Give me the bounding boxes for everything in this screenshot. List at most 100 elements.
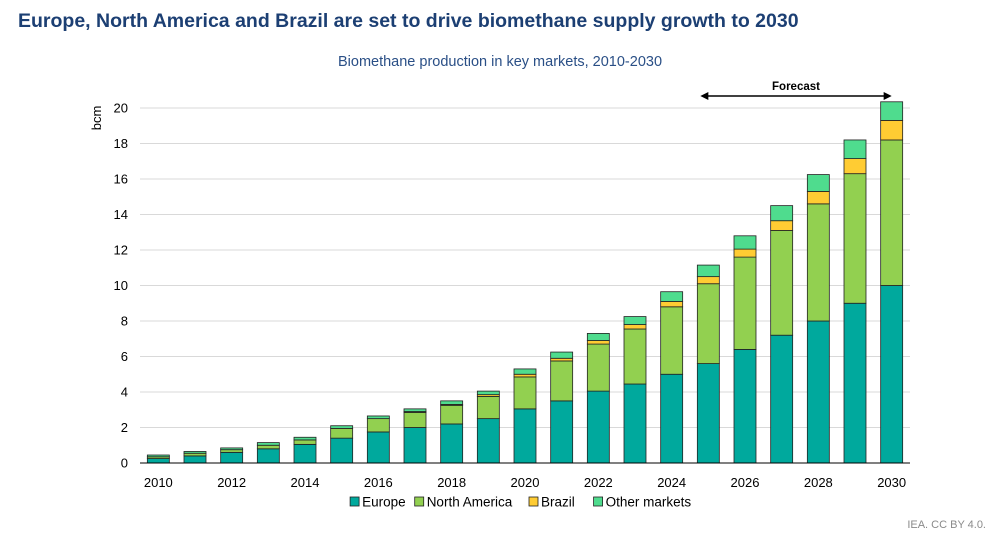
bar-europe-2024 xyxy=(660,373,684,464)
y-tick-label: 8 xyxy=(121,314,128,329)
bar-other-markets-2020 xyxy=(513,368,537,375)
legend-label-brazil: Brazil xyxy=(541,495,575,510)
legend: Europe North America Brazil Other markets xyxy=(349,495,692,510)
legend-swatch-brazil xyxy=(528,496,539,507)
bar-north-america-2018 xyxy=(440,404,464,425)
bar-other-markets-2026 xyxy=(733,235,757,250)
bar-other-markets-2024 xyxy=(660,291,684,302)
bar-other-markets-2010 xyxy=(146,454,170,458)
bar-north-america-2022 xyxy=(586,343,610,392)
bar-europe-2016 xyxy=(366,431,390,464)
y-tick-label: 16 xyxy=(114,172,128,187)
bar-north-america-2027 xyxy=(770,230,794,336)
bar-north-america-2020 xyxy=(513,376,537,410)
bar-north-america-2013 xyxy=(256,444,280,450)
bar-other-markets-2018 xyxy=(440,400,464,405)
bar-europe-2023 xyxy=(623,383,647,464)
bar-europe-2017 xyxy=(403,427,427,464)
bar-europe-2021 xyxy=(550,400,574,464)
source-credit: IEA. CC BY 4.0. xyxy=(907,519,986,531)
bar-europe-2027 xyxy=(770,334,794,464)
bar-brazil-2026 xyxy=(733,248,757,258)
bar-other-markets-2015 xyxy=(330,425,354,429)
bar-europe-2018 xyxy=(440,423,464,464)
bar-north-america-2029 xyxy=(843,173,867,304)
bar-other-markets-2021 xyxy=(550,351,574,359)
bar-brazil-2022 xyxy=(586,340,610,345)
bar-north-america-2014 xyxy=(293,439,317,445)
y-tick-label: 4 xyxy=(121,385,128,400)
x-tick-label: 2014 xyxy=(291,475,320,490)
bars xyxy=(146,101,904,464)
bar-other-markets-2030 xyxy=(880,101,904,121)
bar-north-america-2025 xyxy=(696,283,720,365)
x-tick-label: 2024 xyxy=(657,475,686,490)
bar-brazil-2030 xyxy=(880,120,904,141)
x-tick-label: 2028 xyxy=(804,475,833,490)
y-tick-label: 6 xyxy=(121,349,128,364)
x-tick-label: 2020 xyxy=(511,475,540,490)
bar-other-markets-2017 xyxy=(403,408,427,412)
legend-swatch-other-markets xyxy=(593,496,603,507)
bar-europe-2030 xyxy=(880,285,904,464)
bar-europe-2019 xyxy=(476,418,500,464)
y-tick-label: 10 xyxy=(114,278,128,293)
forecast-arrow-right xyxy=(883,92,892,100)
x-tick-label: 2012 xyxy=(217,475,246,490)
legend-swatch-europe xyxy=(349,496,360,507)
bar-europe-2012 xyxy=(220,451,244,464)
bar-other-markets-2019 xyxy=(476,390,500,396)
y-tick-label: 20 xyxy=(114,101,128,116)
x-tick-label: 2022 xyxy=(584,475,613,490)
forecast-annotation: Forecast xyxy=(700,81,892,100)
bar-north-america-2021 xyxy=(550,360,574,402)
bar-north-america-2016 xyxy=(366,418,390,433)
y-tick-label: 14 xyxy=(114,207,128,222)
x-tick-label: 2026 xyxy=(731,475,760,490)
bar-north-america-2028 xyxy=(806,203,830,322)
bar-other-markets-2014 xyxy=(293,436,317,441)
y-tick-label: 18 xyxy=(114,136,128,151)
bar-europe-2028 xyxy=(806,320,830,464)
bar-other-markets-2023 xyxy=(623,316,647,325)
y-tick-label: 0 xyxy=(121,456,128,471)
y-tick-label: 12 xyxy=(114,243,128,258)
bar-europe-2026 xyxy=(733,348,757,464)
x-tick-label: 2010 xyxy=(144,475,173,490)
legend-label-other-markets: Other markets xyxy=(606,495,692,510)
page-title: Europe, North America and Brazil are set… xyxy=(18,10,799,32)
bar-north-america-2019 xyxy=(476,396,500,420)
bar-brazil-2029 xyxy=(843,158,867,175)
y-tick-label: 2 xyxy=(121,420,128,435)
bar-europe-2011 xyxy=(183,455,207,464)
bar-other-markets-2022 xyxy=(586,333,610,341)
axes: 0 2 4 6 8 10 12 14 16 18 20 bcm 2010 2012 2014 2016 2018… xyxy=(89,101,910,490)
bar-other-markets-2025 xyxy=(696,264,720,278)
bar-north-america-2017 xyxy=(403,412,427,428)
bar-other-markets-2029 xyxy=(843,139,867,159)
bar-north-america-2030 xyxy=(880,139,904,286)
x-tick-label: 2016 xyxy=(364,475,393,490)
bar-europe-2010 xyxy=(146,458,170,464)
bar-north-america-2015 xyxy=(330,427,354,439)
bar-north-america-2023 xyxy=(623,328,647,385)
bar-europe-2022 xyxy=(586,390,610,464)
forecast-arrow-left xyxy=(700,92,709,100)
bar-europe-2020 xyxy=(513,408,537,464)
legend-swatch-north-america xyxy=(414,496,425,507)
bar-europe-2029 xyxy=(843,302,867,464)
chart-title: Biomethane production in key markets, 20… xyxy=(337,54,663,70)
bar-europe-2013 xyxy=(256,448,280,464)
bar-brazil-2027 xyxy=(770,220,794,231)
bar-other-markets-2013 xyxy=(256,442,280,446)
bar-brazil-2025 xyxy=(696,276,720,285)
bar-other-markets-2016 xyxy=(366,415,390,420)
bar-brazil-2023 xyxy=(623,324,647,330)
bar-other-markets-2027 xyxy=(770,205,794,222)
bar-north-america-2026 xyxy=(733,256,757,350)
bar-brazil-2028 xyxy=(806,191,830,205)
x-tick-label: 2018 xyxy=(437,475,466,490)
bar-other-markets-2012 xyxy=(220,447,244,451)
bar-europe-2025 xyxy=(696,363,720,464)
